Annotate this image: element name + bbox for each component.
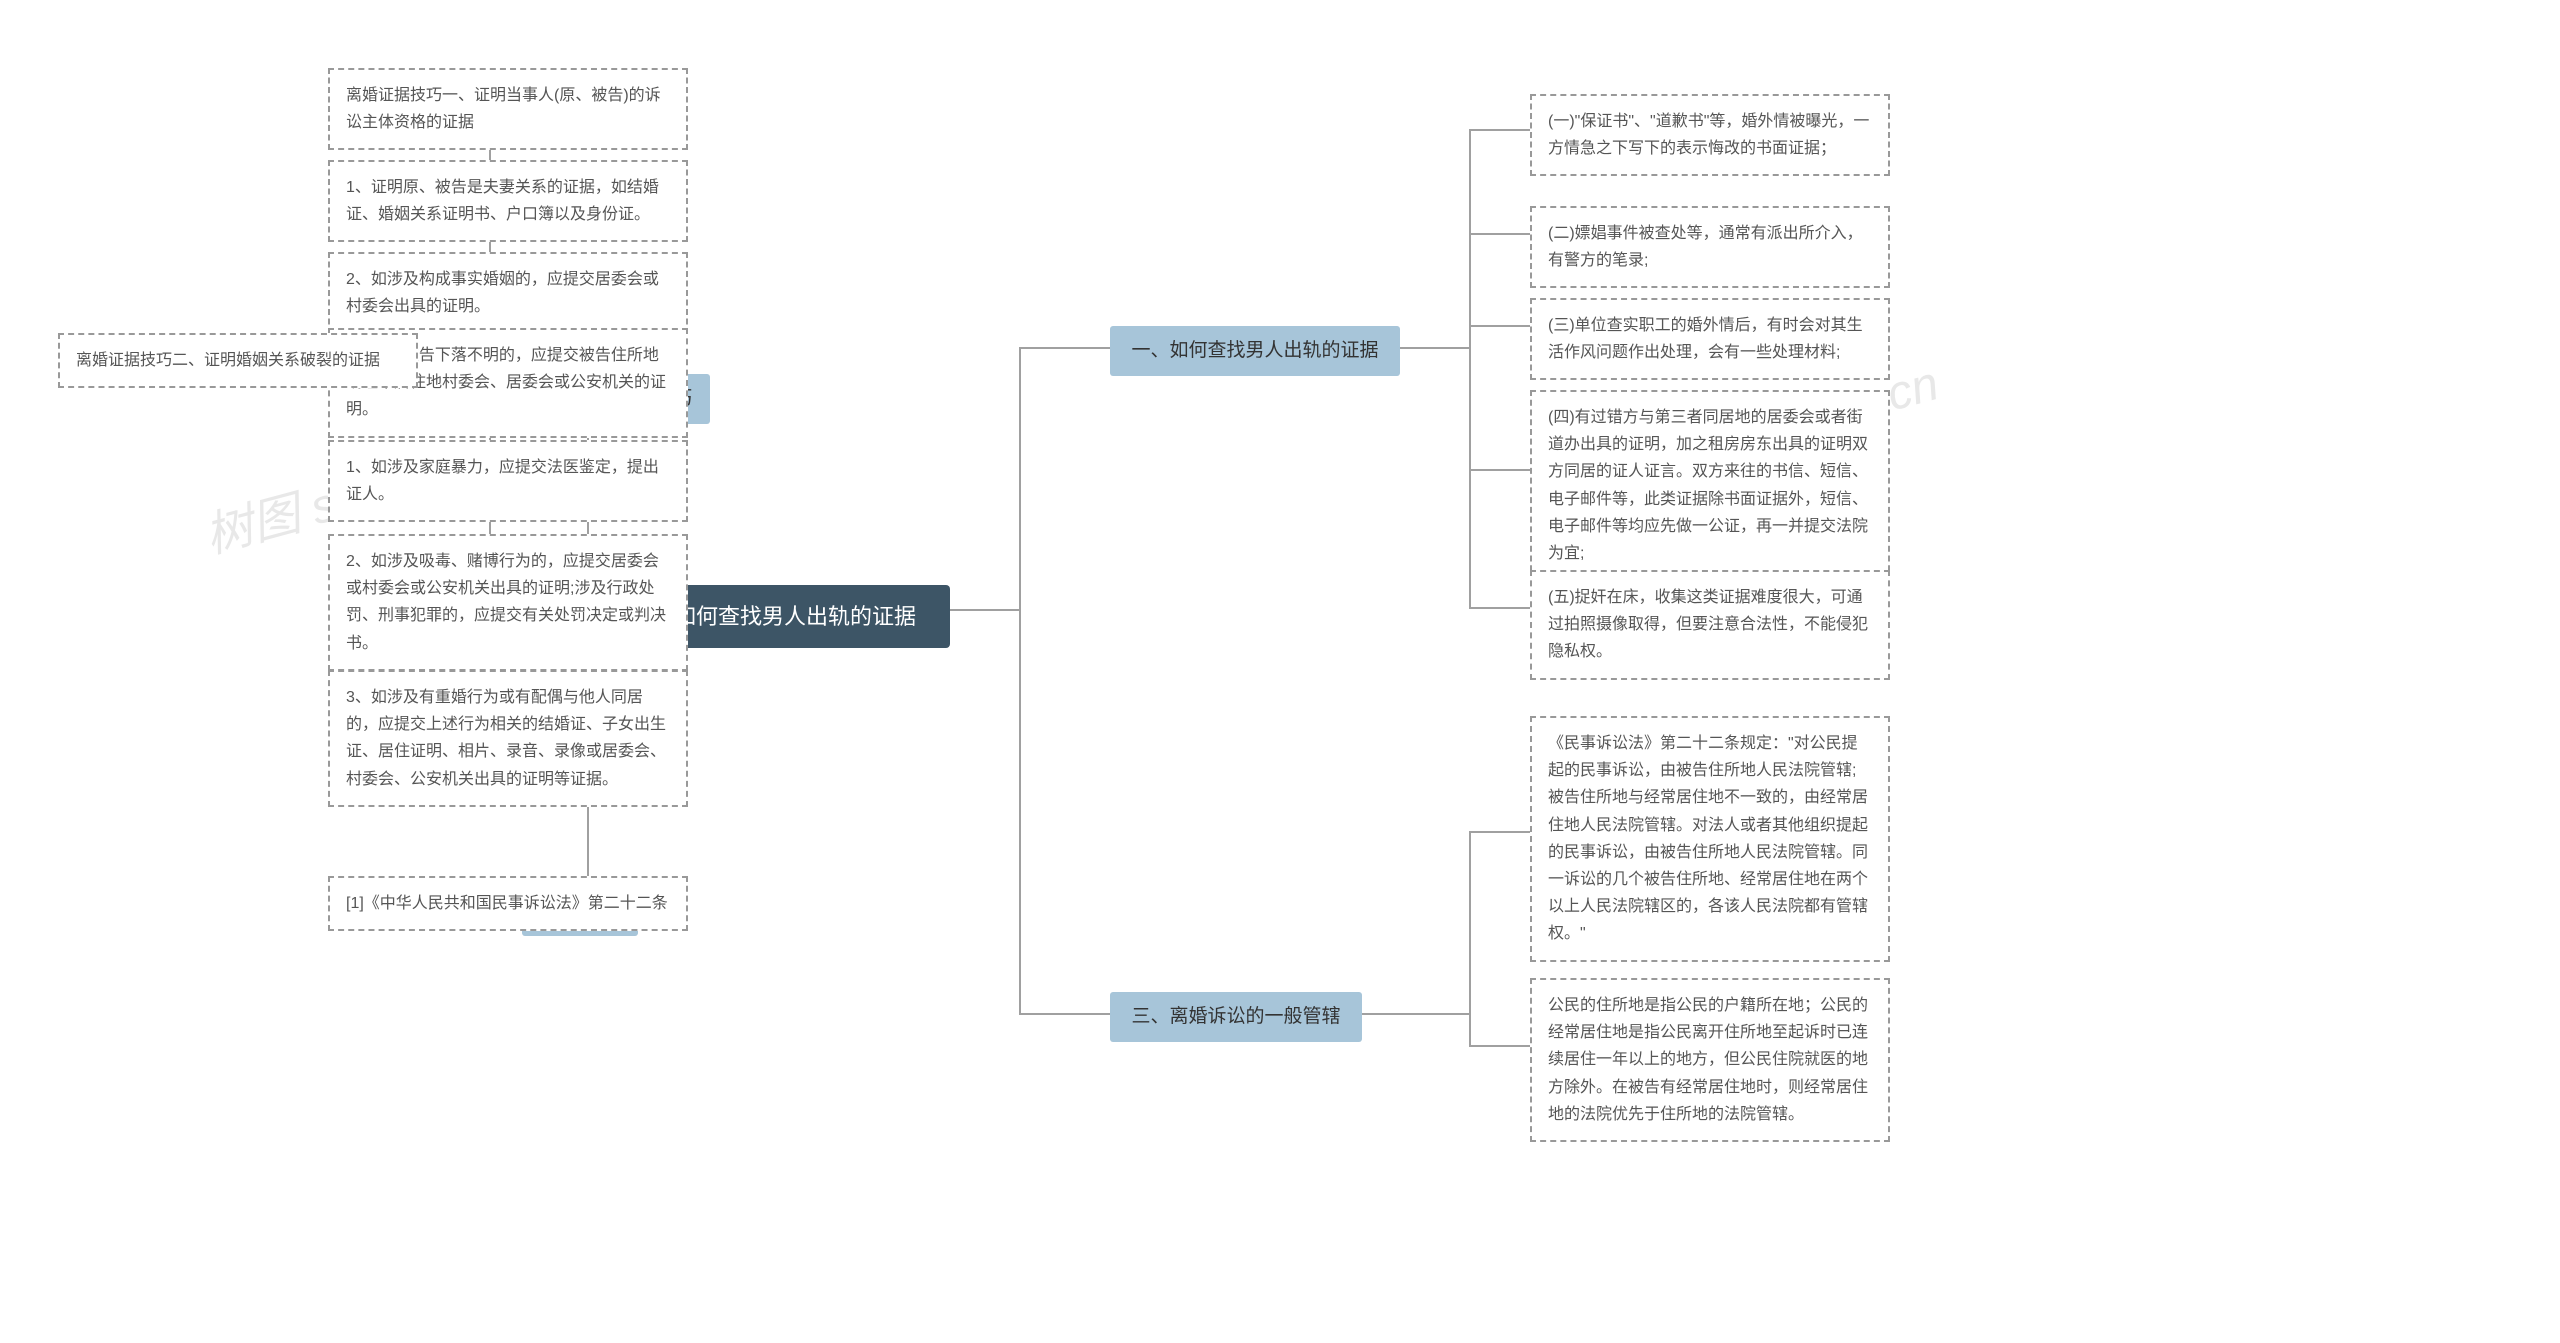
connector: [1400, 234, 1530, 348]
leaf-node[interactable]: (四)有过错方与第三者同居地的居委会或者街道办出具的证明，加之租房房东出具的证明…: [1530, 390, 1890, 581]
connector: [950, 348, 1110, 610]
connector: [1400, 326, 1530, 348]
leaf-node[interactable]: 3、如涉及有重婚行为或有配偶与他人同居的，应提交上述行为相关的结婚证、子女出生证…: [328, 670, 688, 807]
branch-node[interactable]: 一、如何查找男人出轨的证据: [1110, 326, 1400, 376]
connector: [1400, 348, 1530, 470]
mindmap-canvas: 如何查找男人出轨的证据一、如何查找男人出轨的证据(一)"保证书"、"道歉书"等，…: [0, 0, 2560, 1343]
leaf-node[interactable]: 公民的住所地是指公民的户籍所在地；公民的经常居住地是指公民离开住所地至起诉时已连…: [1530, 978, 1890, 1142]
leaf-node[interactable]: 2、如涉及吸毒、赌博行为的，应提交居委会或村委会或公安机关出具的证明;涉及行政处…: [328, 534, 688, 671]
branch-node[interactable]: 三、离婚诉讼的一般管辖: [1110, 992, 1362, 1042]
leaf-node[interactable]: 离婚证据技巧一、证明当事人(原、被告)的诉讼主体资格的证据: [328, 68, 688, 150]
connector: [950, 610, 1110, 1014]
leaf-node[interactable]: 1、如涉及家庭暴力，应提交法医鉴定，提出证人。: [328, 440, 688, 522]
leaf-node[interactable]: (一)"保证书"、"道歉书"等，婚外情被曝光，一方情急之下写下的表示悔改的书面证…: [1530, 94, 1890, 176]
connector: [1362, 1014, 1530, 1046]
leaf-node[interactable]: (三)单位查实职工的婚外情后，有时会对其生活作风问题作出处理，会有一些处理材料;: [1530, 298, 1890, 380]
leaf-node[interactable]: 1、证明原、被告是夫妻关系的证据，如结婚证、婚姻关系证明书、户口簿以及身份证。: [328, 160, 688, 242]
leaf-node[interactable]: 2、如涉及构成事实婚姻的，应提交居委会或村委会出具的证明。: [328, 252, 688, 334]
leaf-node[interactable]: 离婚证据技巧二、证明婚姻关系破裂的证据: [58, 333, 418, 388]
connector: [1362, 832, 1530, 1014]
leaf-node[interactable]: (二)嫖娼事件被查处等，通常有派出所介入，有警方的笔录;: [1530, 206, 1890, 288]
leaf-node[interactable]: (五)捉奸在床，收集这类证据难度很大，可通过拍照摄像取得，但要注意合法性，不能侵…: [1530, 570, 1890, 680]
leaf-node[interactable]: [1]《中华人民共和国民事诉讼法》第二十二条: [328, 876, 688, 931]
connector: [1400, 348, 1530, 608]
connector: [1400, 130, 1530, 348]
leaf-node[interactable]: 《民事诉讼法》第二十二条规定："对公民提起的民事诉讼，由被告住所地人民法院管辖;…: [1530, 716, 1890, 962]
